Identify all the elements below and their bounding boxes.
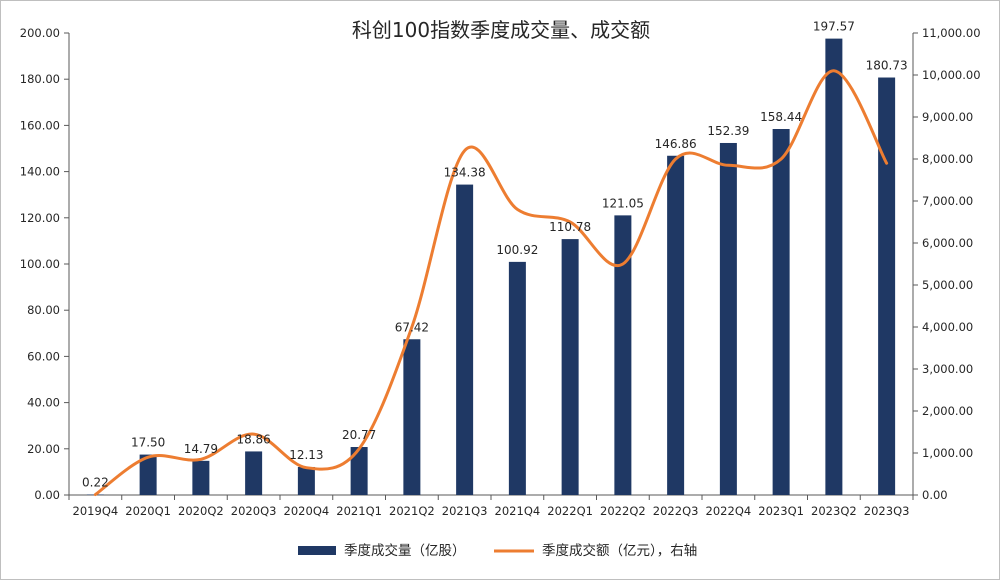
volume-data-label: 180.73 [866,59,908,73]
y-right-tick-label: 7,000.00 [922,194,973,208]
x-tick-label: 2020Q1 [125,504,171,518]
y-right-tick-label: 10,000.00 [922,68,981,82]
y-right-tick-label: 1,000.00 [922,446,973,460]
x-tick-label: 2022Q4 [706,504,752,518]
volume-data-label: 134.38 [444,166,486,180]
x-tick-label: 2020Q2 [178,504,224,518]
volume-bar [772,129,790,495]
volume-data-label: 0.22 [82,475,109,489]
plot-area: 0.00 20.00 40.00 60.00 80.00 100.00 120.00 140.… [20,20,981,518]
volume-bar [667,155,685,495]
volume-data-label: 146.86 [655,137,697,151]
x-tick-label: 2022Q1 [547,504,593,518]
volume-bar [139,454,157,495]
y-right-tick-label: 11,000.00 [922,26,981,40]
y-left-tick-label: 140.00 [20,165,60,179]
y-right-tick-label: 8,000.00 [922,152,973,166]
volume-bar [456,184,474,495]
volume-data-label: 100.92 [496,243,538,257]
volume-bar [297,466,315,495]
volume-bar [508,261,526,495]
volume-data-label: 197.57 [813,20,855,34]
volume-bar [614,215,632,495]
y-right-tick-label: 2,000.00 [922,404,973,418]
y-left-tick-label: 100.00 [20,257,60,271]
legend: 季度成交量（亿股） 季度成交额（亿元），右轴 [298,542,697,559]
x-tick-label: 2021Q4 [495,504,541,518]
y-left-tick-label: 20.00 [27,442,60,456]
y-right-tick-label: 4,000.00 [922,320,973,334]
legend-swatch-volume [298,546,336,555]
y-left-tick-label: 60.00 [27,349,60,363]
volume-bar [719,142,737,495]
volume-bar [245,451,263,495]
y-left-tick-label: 80.00 [27,303,60,317]
x-tick-label: 2021Q2 [389,504,435,518]
volume-data-label: 152.39 [707,124,749,138]
y-left-tick-label: 120.00 [20,211,60,225]
amount-line [93,69,889,497]
y-right-tick-label: 9,000.00 [922,110,973,124]
x-tick-label: 2022Q3 [653,504,699,518]
y-right-tick-label: 0.00 [922,488,948,502]
volume-data-label: 121.05 [602,196,644,210]
volume-data-label: 158.44 [760,110,802,124]
volume-data-label: 14.79 [184,442,218,456]
volume-bar [825,38,843,495]
x-tick-label: 2020Q3 [231,504,277,518]
y-left-tick-label: 180.00 [20,72,60,86]
volume-data-label: 110.78 [549,220,591,234]
x-tick-label: 2019Q4 [73,504,119,518]
chart-title: 科创100指数季度成交量、成交额 [352,18,650,42]
volume-data-label: 17.50 [131,436,165,450]
y-left-tick-label: 40.00 [27,396,60,410]
x-tick-label: 2022Q2 [600,504,646,518]
volume-data-label: 20.77 [342,428,376,442]
x-tick-label: 2023Q3 [864,504,910,518]
y-right-tick-label: 5,000.00 [922,278,973,292]
legend-label-volume: 季度成交量（亿股） [344,542,466,559]
x-tick-label: 2023Q1 [758,504,804,518]
volume-bar [192,460,210,495]
y-left-tick-label: 0.00 [34,488,60,502]
volume-data-label: 67.42 [395,320,429,334]
y-right-tick-label: 3,000.00 [922,362,973,376]
y-right-tick-label: 6,000.00 [922,236,973,250]
y-left-tick-label: 200.00 [20,26,60,40]
x-tick-label: 2023Q2 [811,504,857,518]
volume-bar [561,239,579,495]
x-tick-label: 2021Q3 [442,504,488,518]
volume-data-label: 18.86 [236,432,270,446]
volume-bar [403,339,421,495]
volume-data-label: 12.13 [289,448,323,462]
y-left-tick-label: 160.00 [20,118,60,132]
volume-bar [878,77,896,495]
legend-label-amount: 季度成交额（亿元），右轴 [542,542,697,559]
volume-bar [350,447,368,495]
x-tick-label: 2020Q4 [284,504,330,518]
x-tick-label: 2021Q1 [336,504,382,518]
